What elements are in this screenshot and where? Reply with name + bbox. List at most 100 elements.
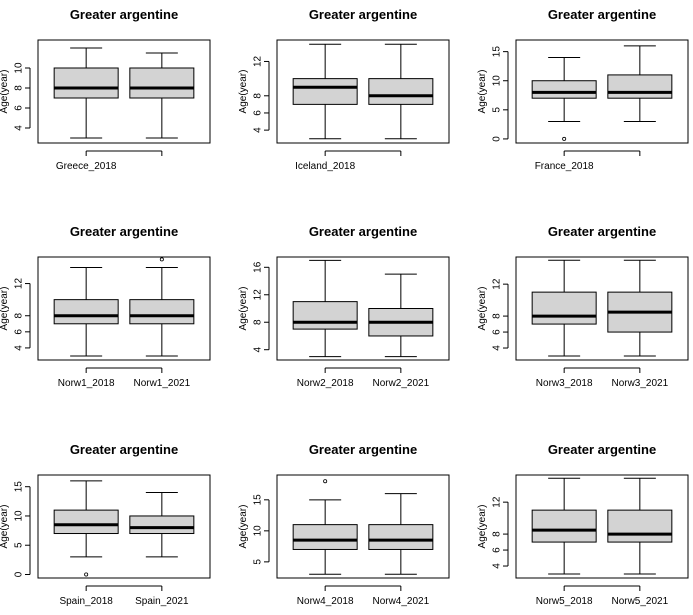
chart-title: Greater argentine — [309, 7, 417, 22]
chart-title: Greater argentine — [548, 224, 656, 239]
y-axis-label: Age(year) — [0, 287, 10, 331]
chart-panel-6: Greater argentine 4 6 8 12 Age(year) Norw3_201… — [477, 224, 689, 389]
x-tick-label: Greece_2018 — [56, 161, 117, 172]
y-tick-label: 8 — [492, 313, 503, 319]
y-tick-label: 10 — [14, 510, 25, 522]
x-tick-label: Norw3_2021 — [611, 378, 668, 389]
y-tick-label: 12 — [253, 55, 264, 67]
x-tick-label: Spain_2018 — [59, 596, 113, 607]
y-tick-label: 15 — [253, 494, 264, 506]
y-tick-label: 12 — [492, 496, 503, 508]
x-tick-label: Norw3_2018 — [536, 378, 593, 389]
y-tick-label: 0 — [14, 571, 25, 577]
y-tick-label: 5 — [253, 559, 264, 565]
chart-title: Greater argentine — [309, 442, 417, 457]
y-tick-label: 12 — [14, 278, 25, 290]
chart-title: Greater argentine — [548, 7, 656, 22]
outlier-point — [84, 572, 89, 577]
x-tick-label: France_2018 — [535, 161, 594, 172]
y-tick-label: 10 — [253, 525, 264, 537]
plot-frame — [515, 39, 689, 144]
chart-panel-1: Greater argentine 4 6 8 10 Age(year) Greece_20… — [0, 7, 211, 172]
y-tick-label: 6 — [492, 547, 503, 553]
y-tick-label: 5 — [492, 107, 503, 113]
outlier-point — [562, 136, 567, 141]
box-iqr — [607, 509, 673, 543]
y-axis-label: Age(year) — [477, 70, 488, 114]
chart-title: Greater argentine — [70, 442, 178, 457]
x-tick-label: Norw1_2018 — [58, 378, 115, 389]
box-iqr — [292, 301, 358, 330]
box-iqr — [53, 509, 119, 535]
x-tick-label: Norw2_2021 — [372, 378, 429, 389]
x-tick-label: Norw4_2018 — [297, 596, 354, 607]
y-tick-label: 6 — [253, 110, 264, 116]
box-iqr — [292, 78, 358, 105]
box-iqr — [368, 524, 434, 550]
chart-panel-7: Greater argentine 0 5 10 15 Age(year) Spain_20… — [0, 442, 211, 607]
y-tick-label: 4 — [14, 345, 25, 351]
plot-frame — [276, 474, 450, 579]
chart-panel-8: Greater argentine 5 10 15 Age(year) Norw4_201… — [238, 442, 450, 607]
y-axis-label: Age(year) — [0, 70, 10, 114]
x-tick-label: Iceland_2018 — [295, 161, 355, 172]
box-iqr — [292, 524, 358, 550]
box-iqr — [531, 291, 597, 325]
y-axis-label: Age(year) — [238, 287, 249, 331]
y-tick-label: 6 — [14, 105, 25, 111]
plot-frame — [37, 39, 211, 144]
y-tick-label: 12 — [492, 278, 503, 290]
y-tick-label: 8 — [14, 313, 25, 319]
chart-title: Greater argentine — [70, 7, 178, 22]
chart-title: Greater argentine — [70, 224, 178, 239]
chart-title: Greater argentine — [548, 442, 656, 457]
y-axis-label: Age(year) — [238, 70, 249, 114]
box-iqr — [53, 67, 119, 99]
y-tick-label: 4 — [492, 345, 503, 351]
x-tick-label: Norw1_2021 — [133, 378, 190, 389]
y-tick-label: 8 — [253, 93, 264, 99]
plot-frame — [276, 256, 450, 361]
y-tick-label: 6 — [492, 329, 503, 335]
chart-panel-9: Greater argentine 4 6 8 12 Age(year) Norw5_201… — [477, 442, 689, 607]
y-tick-label: 4 — [253, 346, 264, 352]
y-axis-label: Age(year) — [0, 505, 10, 549]
x-tick-label: Norw5_2018 — [536, 596, 593, 607]
x-tick-label: Norw4_2021 — [372, 596, 429, 607]
y-tick-label: 8 — [14, 85, 25, 91]
y-tick-label: 4 — [253, 127, 264, 133]
y-tick-label: 4 — [14, 125, 25, 131]
y-tick-label: 12 — [253, 289, 264, 301]
y-tick-label: 10 — [492, 75, 503, 87]
box-iqr — [129, 299, 195, 325]
y-axis-label: Age(year) — [477, 505, 488, 549]
box-iqr — [129, 515, 195, 535]
y-tick-label: 16 — [253, 261, 264, 273]
box-iqr — [607, 74, 673, 99]
y-tick-label: 5 — [14, 542, 25, 548]
y-tick-label: 15 — [492, 46, 503, 58]
y-tick-label: 8 — [492, 531, 503, 537]
outlier-point — [159, 257, 164, 262]
chart-panel-5: Greater argentine 4 8 12 16 Age(year) Norw2_20… — [238, 224, 450, 389]
x-tick-label: Spain_2021 — [135, 596, 189, 607]
box-iqr — [531, 80, 597, 99]
chart-panel-3: Greater argentine 0 5 10 15 Age(year) France_2… — [477, 7, 689, 172]
y-tick-label: 15 — [14, 481, 25, 493]
y-axis-label: Age(year) — [477, 287, 488, 331]
y-tick-label: 10 — [14, 62, 25, 74]
chart-panel-2: Greater argentine 4 6 8 12 Age(year) Iceland_2… — [238, 7, 450, 172]
chart-title: Greater argentine — [309, 224, 417, 239]
plot-frame — [37, 474, 211, 579]
plot-frame — [276, 39, 450, 144]
plot-frame — [37, 256, 211, 361]
y-tick-label: 0 — [492, 136, 503, 142]
outlier-point — [323, 479, 328, 484]
x-tick-label: Norw2_2018 — [297, 378, 354, 389]
box-iqr — [129, 67, 195, 99]
x-tick-label: Norw5_2021 — [611, 596, 668, 607]
box-iqr — [531, 509, 597, 543]
y-axis-label: Age(year) — [238, 505, 249, 549]
